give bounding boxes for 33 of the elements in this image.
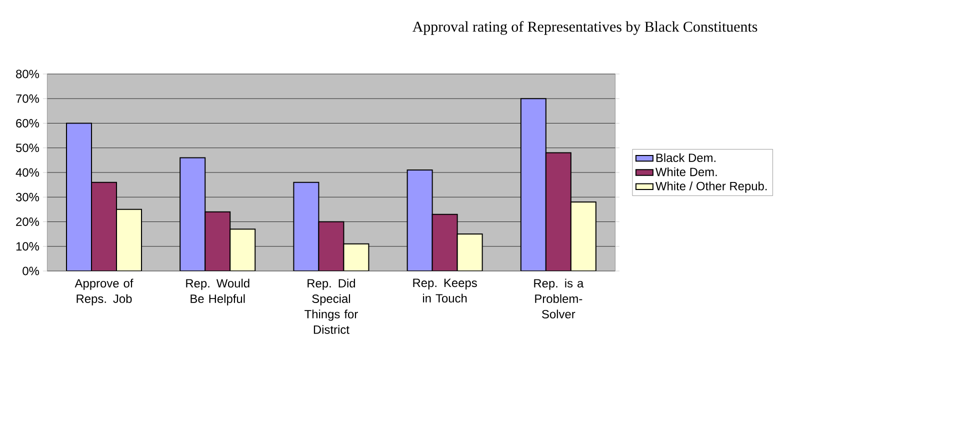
bar [204, 211, 231, 271]
bar [343, 243, 370, 271]
bar [66, 123, 92, 271]
bar [432, 214, 458, 271]
x-tick-label: Rep. is a Problem-Solver [534, 278, 584, 318]
y-tick-label: 50% [16, 144, 40, 152]
bar [230, 228, 256, 271]
bar [406, 170, 433, 271]
y-tick-label: 60% [16, 119, 40, 128]
y-tick-label: 80% [16, 70, 40, 78]
x-tick-label: Rep. Keeps in Touch [413, 278, 477, 303]
bar [570, 202, 596, 271]
y-tick-label: 30% [16, 192, 40, 202]
bar [180, 157, 206, 271]
legend-label: White Dem. [655, 167, 717, 176]
x-tick-label: Rep. Did Special Things for District [304, 278, 358, 334]
bar [92, 182, 117, 271]
bar [545, 152, 572, 271]
bar [456, 234, 483, 271]
chart-title: Approval rating of Representatives by Black Constituents [412, 21, 758, 35]
y-tick-label: 10% [16, 242, 40, 251]
bar [520, 98, 546, 271]
x-tick-label: Rep. Would Be Helpful [186, 278, 250, 306]
bar [318, 221, 344, 271]
legend-label: Black Dem. [656, 153, 716, 162]
y-tick-label: 40% [16, 168, 40, 177]
legend-label: White / Other Repub. [655, 182, 767, 193]
x-tick-label: Approve of Reps. Job [74, 278, 134, 306]
y-tick-label: 70% [16, 94, 40, 103]
bar [293, 182, 320, 271]
y-tick-label: 20% [16, 218, 40, 226]
y-tick-label: 0% [22, 266, 40, 276]
bar [116, 209, 142, 271]
